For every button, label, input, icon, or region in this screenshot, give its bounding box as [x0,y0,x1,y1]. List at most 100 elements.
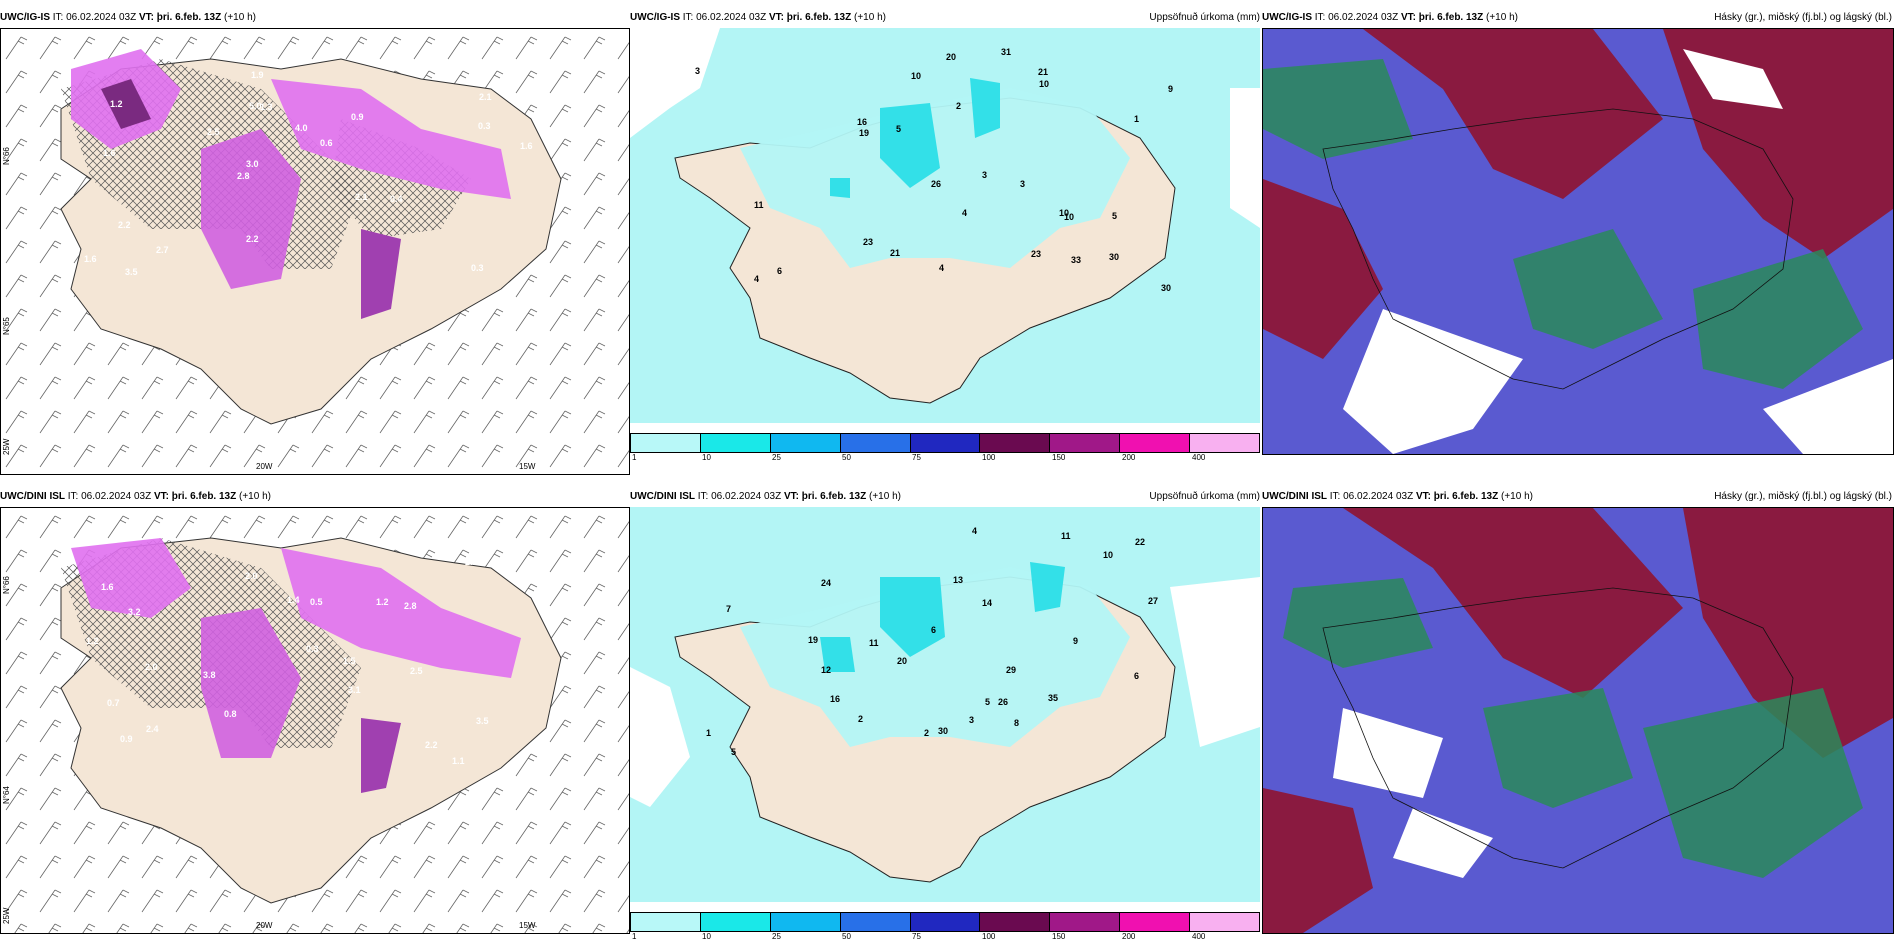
map-value-label: 24 [821,578,831,588]
colorbar-tick-label: 10 [702,453,711,462]
map-value-label: 30 [1109,252,1119,262]
map-value-label: 1.1 [452,756,465,766]
map-value-label: 2.0 [145,662,158,672]
map-snow[interactable]: 0.3 1.6 2.1 2.8 0.9 3.5 5.0 4.0 2.2 2.5 1.6 2.7 1.3 0… [0,28,630,475]
snow-zone-east-small [361,718,401,793]
colorbar-swatch [840,434,911,452]
map-value-label: 5 [896,124,901,134]
snow-zone-nw [71,538,191,618]
panel-cloud-top: UWC/IG-IS IT: 06.02.2024 03Z VT: þri. 6.… [1262,8,1894,463]
map-value-label: 3 [695,66,700,76]
colorbar-swatch [910,434,981,452]
map-value-label: 7 [726,604,731,614]
map-value-label: 0.6 [320,138,333,148]
init-time: IT: 06.02.2024 03Z [52,12,137,23]
lead-time: (+10 h) [1486,12,1518,23]
init-time: IT: 06.02.2024 03Z [1314,12,1399,23]
map-value-label: 14 [982,598,992,608]
map-precip[interactable]: 4 6 8 5 11 29 30 22 35 26 20 19 16 24 13 10 9 27 14 12 11 6 5 2… [630,507,1260,902]
map-value-label: 0.3 [306,644,319,654]
valid-time: VT: þri. 6.feb. 13Z [783,491,867,502]
map-value-label: 3.8 [203,670,216,680]
cloud-map-svg [1263,29,1893,454]
map-value-label: 22 [1135,537,1145,547]
init-time: IT: 06.02.2024 03Z [67,491,152,502]
low-cloud-zone-east [1693,249,1863,389]
map-value-label: 2.5 [207,127,220,137]
map-value-label: 23 [863,237,873,247]
map-value-label: 33 [1071,255,1081,265]
model-name: UWC/IG-IS [630,12,680,23]
colorbar-tick-label: 150 [1052,932,1066,941]
map-value-label: 1.6 [520,141,533,151]
map-value-label: 1.6 [84,254,97,264]
panel-header: UWC/IG-IS IT: 06.02.2024 03Z VT: þri. 6.… [630,8,1262,28]
lon-label: 20W [256,921,273,930]
colorbar-swatch [1190,913,1260,931]
colorbar-swatch [1120,434,1191,452]
colorbar-tick-label: 1 [632,932,637,941]
lead-time: (+10 h) [854,12,886,23]
map-value-label: 6 [1134,671,1139,681]
map-value-label: 10 [1059,208,1069,218]
map-value-label: 5 [731,747,736,757]
colorbar-tick-label: 50 [842,932,851,941]
colorbar-swatch [1050,913,1121,931]
high-cloud-zone-east [1683,508,1893,758]
valid-time: VT: þri. 6.feb. 13Z [153,491,237,502]
colorbar-swatch [1120,913,1191,931]
field-title: Uppsöfnuð úrkoma (mm) [1149,491,1260,502]
precip-max-zone-3 [820,637,855,672]
high-cloud-zone-west [1263,179,1383,359]
map-snow[interactable]: 1.1 2.0 3.1 1.6 3.5 3.2 2.4 3.8 2.8 1.4 1.2 2.2 0.8 2… [0,507,630,934]
colorbar-tick-label: 1 [632,453,637,462]
map-cloud[interactable] [1262,28,1894,455]
map-value-label: 2.1 [355,192,368,202]
map-value-label: 10 [1064,212,1074,222]
lead-time: (+10 h) [224,12,256,23]
snow-map-svg: 1.1 2.0 3.1 1.6 3.5 3.2 2.4 3.8 2.8 1.4 1.2 2.2 0.8 2… [1,508,629,933]
map-value-label: 3.5 [125,267,138,277]
map-value-label: 5.0 [249,101,262,111]
map-value-label: 1.5 [343,656,356,666]
map-precip[interactable]: 4 5 3 4 10 31 30 21 33 23 30 19 21 20 23 16 10 11 26 9 3 6 4 3 1… [630,28,1260,423]
map-value-label: 6 [931,625,936,635]
precip-max-zone-2 [1030,562,1065,612]
colorbar-ticks: 1 10 25 50 75 100 150 200 400 [630,453,1260,463]
map-value-label: 2.2 [465,557,478,567]
coastline [1322,587,1794,869]
colorbar-tick-label: 100 [982,453,996,462]
field-title: Uppsöfnuð úrkoma (mm) [1149,12,1260,23]
lon-label: 15W [519,921,536,930]
map-value-label: 1.6 [101,582,114,592]
map-value-label: 19 [808,635,818,645]
model-name: UWC/DINI ISL [0,491,65,502]
colorbar-swatch [980,913,1051,931]
colorbar-tick-label: 75 [912,453,921,462]
map-value-label: 3 [982,170,987,180]
colorbar [630,912,1260,932]
map-value-label: 0.9 [120,734,133,744]
precip-max-zone [880,577,945,657]
map-value-label: 10 [1103,550,1113,560]
map-value-label: 26 [998,697,1008,707]
map-value-label: 2 [858,714,863,724]
map-cloud[interactable] [1262,507,1894,934]
lead-time: (+10 h) [869,491,901,502]
map-value-label: 2.2 [425,740,438,750]
precip-max-zone-2 [970,78,1000,138]
colorbar-tick-label: 400 [1192,932,1206,941]
map-value-label: 27 [1148,596,1158,606]
map-value-label: 21 [1038,67,1048,77]
panel-snow-top: UWC/IG-IS IT: 06.02.2024 03Z VT: þri. 6.… [0,8,630,475]
colorbar-tick-label: 10 [702,932,711,941]
valid-time: VT: þri. 6.feb. 13Z [138,12,222,23]
clear-sky-area-south [1393,808,1493,878]
colorbar-swatch [910,913,981,931]
panel-cloud-bottom: UWC/DINI ISL IT: 06.02.2024 03Z VT: þri.… [1262,487,1894,942]
snow-zone-north [281,548,521,678]
colorbar-tick-label: 25 [772,932,781,941]
panel-header: UWC/IG-IS IT: 06.02.2024 03Z VT: þri. 6.… [1262,8,1894,28]
